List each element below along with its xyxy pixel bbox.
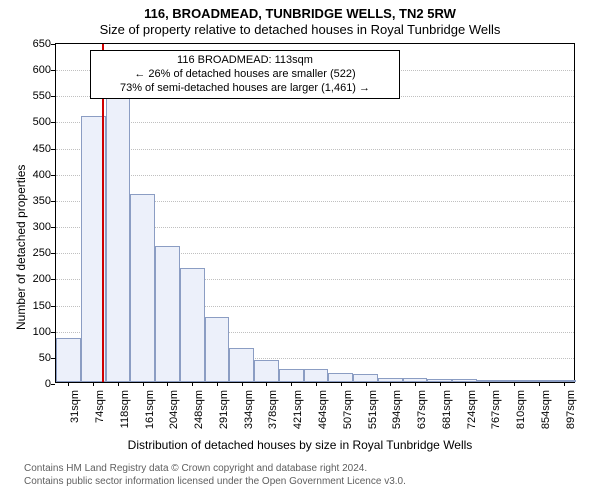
histogram-bar: [279, 369, 304, 382]
credits: Contains HM Land Registry data © Crown c…: [24, 463, 406, 488]
xtick-label: 31sqm: [65, 390, 81, 423]
xtick-mark: [341, 382, 342, 386]
xtick-label: 897sqm: [561, 390, 577, 429]
xtick-mark: [291, 382, 292, 386]
histogram-bar: [254, 360, 279, 382]
ytick-label: 650: [33, 38, 56, 50]
ytick-label: 100: [33, 326, 56, 338]
x-axis-label: Distribution of detached houses by size …: [0, 438, 600, 452]
xtick-label: 378sqm: [263, 390, 279, 429]
histogram-bar: [130, 194, 155, 382]
info-box-line: 73% of semi-detached houses are larger (…: [95, 82, 395, 96]
y-axis-label: Number of detached properties: [14, 165, 28, 330]
ytick-label: 600: [33, 64, 56, 76]
xtick-mark: [465, 382, 466, 386]
histogram-bar: [106, 84, 131, 382]
gridline: [56, 122, 574, 123]
histogram-bar: [328, 373, 353, 382]
ytick-label: 0: [45, 378, 56, 390]
ytick-label: 400: [33, 169, 56, 181]
xtick-mark: [266, 382, 267, 386]
credit-line: Contains public sector information licen…: [24, 476, 406, 489]
xtick-label: 724sqm: [462, 390, 478, 429]
xtick-mark: [440, 382, 441, 386]
histogram-bar: [155, 246, 180, 382]
credit-line: Contains HM Land Registry data © Crown c…: [24, 463, 406, 476]
xtick-label: 854sqm: [536, 390, 552, 429]
xtick-mark: [68, 382, 69, 386]
xtick-mark: [489, 382, 490, 386]
xtick-mark: [514, 382, 515, 386]
xtick-mark: [366, 382, 367, 386]
xtick-label: 74sqm: [90, 390, 106, 423]
xtick-label: 637sqm: [412, 390, 428, 429]
xtick-label: 594sqm: [387, 390, 403, 429]
xtick-mark: [192, 382, 193, 386]
gridline: [56, 175, 574, 176]
info-box-line: 116 BROADMEAD: 113sqm: [95, 54, 395, 68]
xtick-mark: [316, 382, 317, 386]
histogram-bar: [229, 348, 254, 382]
xtick-mark: [167, 382, 168, 386]
xtick-label: 681sqm: [437, 390, 453, 429]
xtick-label: 551sqm: [363, 390, 379, 429]
ytick-label: 350: [33, 195, 56, 207]
xtick-label: 421sqm: [288, 390, 304, 429]
histogram-bar: [56, 338, 81, 382]
xtick-label: 334sqm: [239, 390, 255, 429]
ytick-label: 150: [33, 300, 56, 312]
chart-subtitle: Size of property relative to detached ho…: [0, 22, 600, 37]
xtick-label: 248sqm: [189, 390, 205, 429]
gridline: [56, 149, 574, 150]
ytick-label: 500: [33, 116, 56, 128]
xtick-label: 507sqm: [338, 390, 354, 429]
xtick-mark: [143, 382, 144, 386]
ytick-label: 250: [33, 247, 56, 259]
ytick-label: 550: [33, 90, 56, 102]
xtick-label: 464sqm: [313, 390, 329, 429]
xtick-label: 291sqm: [214, 390, 230, 429]
xtick-label: 204sqm: [164, 390, 180, 429]
ytick-label: 200: [33, 273, 56, 285]
xtick-mark: [390, 382, 391, 386]
chart-title: 116, BROADMEAD, TUNBRIDGE WELLS, TN2 5RW: [0, 6, 600, 21]
xtick-mark: [118, 382, 119, 386]
histogram-bar: [304, 369, 329, 382]
ytick-label: 300: [33, 221, 56, 233]
xtick-mark: [242, 382, 243, 386]
histogram-bar: [180, 268, 205, 382]
xtick-mark: [539, 382, 540, 386]
xtick-mark: [217, 382, 218, 386]
info-box-line: ← 26% of detached houses are smaller (52…: [95, 68, 395, 82]
xtick-mark: [415, 382, 416, 386]
xtick-label: 161sqm: [140, 390, 156, 429]
ytick-label: 50: [39, 352, 56, 364]
xtick-label: 767sqm: [486, 390, 502, 429]
xtick-mark: [564, 382, 565, 386]
xtick-label: 118sqm: [115, 390, 131, 428]
xtick-mark: [93, 382, 94, 386]
histogram-bar: [205, 317, 230, 382]
info-box: 116 BROADMEAD: 113sqm← 26% of detached h…: [90, 50, 400, 99]
ytick-label: 450: [33, 143, 56, 155]
chart-container: 116, BROADMEAD, TUNBRIDGE WELLS, TN2 5RW…: [0, 0, 600, 500]
histogram-bar: [353, 374, 378, 382]
xtick-label: 810sqm: [511, 390, 527, 429]
